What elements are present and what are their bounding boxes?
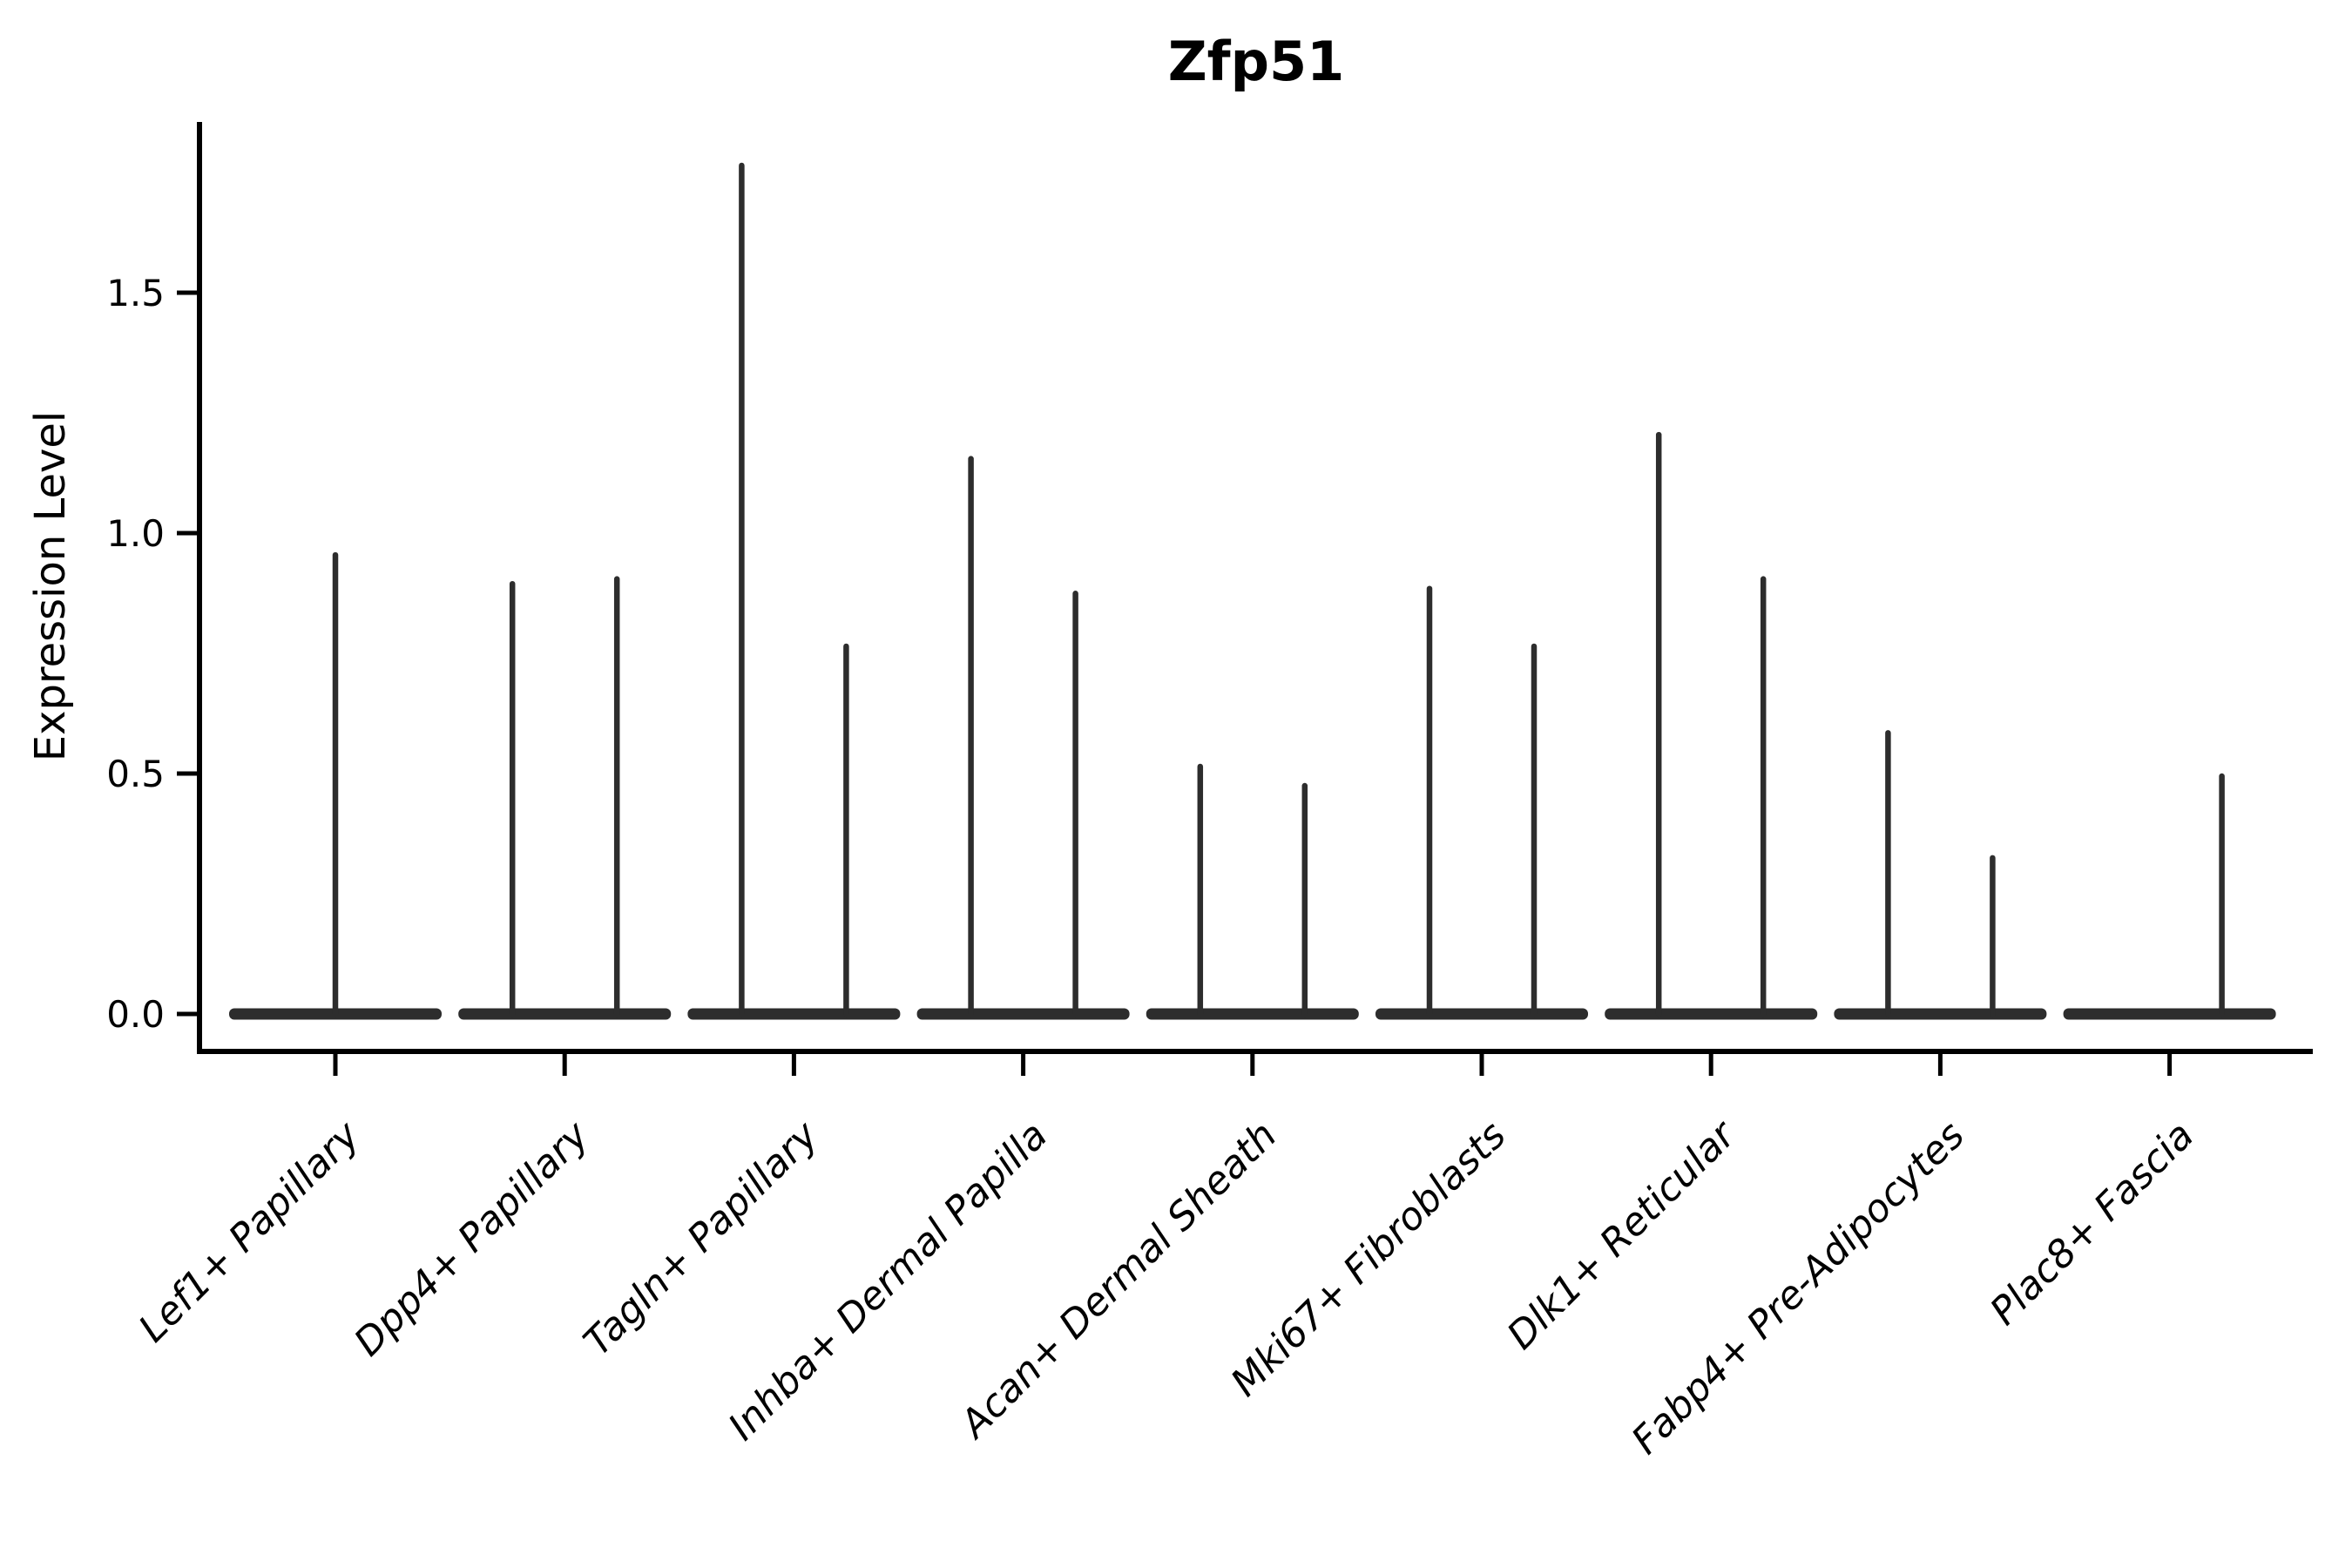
y-tick-label: 0.0 (106, 993, 165, 1036)
violin-base (1834, 1008, 2047, 1020)
violin-base (1146, 1008, 1359, 1020)
violin-base (1605, 1008, 1818, 1020)
y-tick-label: 1.0 (106, 512, 165, 555)
violin-base (1375, 1008, 1588, 1020)
x-tick-label: Dpp4+ Papillary (346, 1112, 598, 1365)
y-tick-label: 0.5 (106, 753, 165, 795)
y-axis-label: Expression Level (26, 410, 75, 762)
violin-base (916, 1008, 1130, 1020)
x-tick-label: Lef1+ Papillary (131, 1112, 369, 1351)
y-tick-label: 1.5 (106, 272, 165, 314)
x-tick-label: Dlk1+ Reticular (1499, 1112, 1746, 1358)
violin-base (687, 1008, 901, 1020)
chart-title: Zfp51 (1167, 30, 1345, 93)
violin-base (458, 1008, 672, 1020)
violin-base (2063, 1008, 2276, 1020)
x-tick-label: Tagln+ Papillary (575, 1112, 827, 1364)
x-tick-label: Plac8+ Fascia (1982, 1113, 2202, 1334)
